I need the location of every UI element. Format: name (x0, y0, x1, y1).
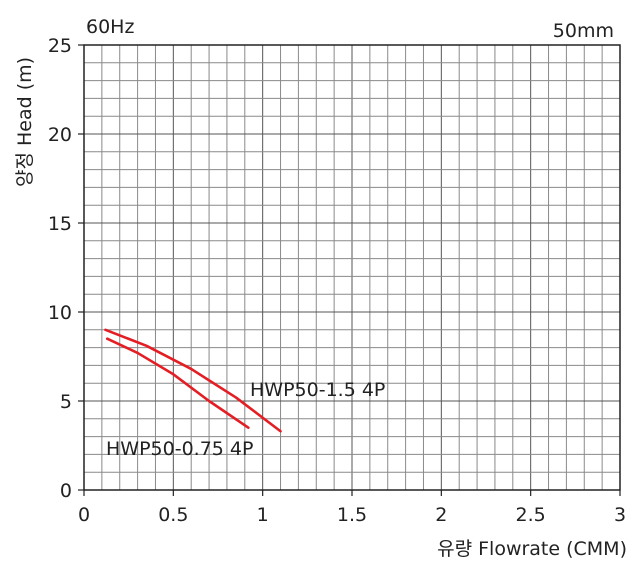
y-tick-label: 15 (48, 213, 72, 235)
y-tick-label: 0 (60, 480, 72, 502)
x-tick-labels: 0 0.5 1 1.5 2 2.5 3 (78, 490, 626, 526)
curve-hwp50-1-5-4p (104, 328, 282, 433)
y-tick-label: 10 (48, 302, 72, 324)
y-tick-label: 25 (48, 35, 72, 57)
y-tick-label: 5 (60, 391, 72, 413)
x-tick-label: 1.5 (337, 504, 367, 526)
x-tick-label: 2 (435, 504, 447, 526)
y-axis-title: 양정 Head (m) (14, 57, 36, 187)
frequency-label: 60Hz (86, 16, 134, 38)
x-axis-title: 유량 Flowrate (CMM) (437, 538, 627, 560)
x-tick-label: 3 (614, 504, 626, 526)
grid (84, 45, 620, 490)
y-tick-labels: 0 5 10 15 20 25 (48, 35, 84, 502)
series-label-hwp50-1-5-4p: HWP50-1.5 4P (250, 379, 385, 401)
x-tick-label: 0 (78, 504, 90, 526)
size-label: 50mm (553, 20, 614, 42)
curve-hwp50-0-75-4p (105, 337, 250, 429)
y-tick-label: 20 (48, 124, 72, 146)
series-label-hwp50-0-75-4p: HWP50-0.75 4P (106, 438, 253, 460)
x-tick-label: 1 (257, 504, 269, 526)
x-tick-label: 0.5 (158, 504, 188, 526)
curves (104, 328, 282, 433)
x-tick-label: 2.5 (516, 504, 546, 526)
